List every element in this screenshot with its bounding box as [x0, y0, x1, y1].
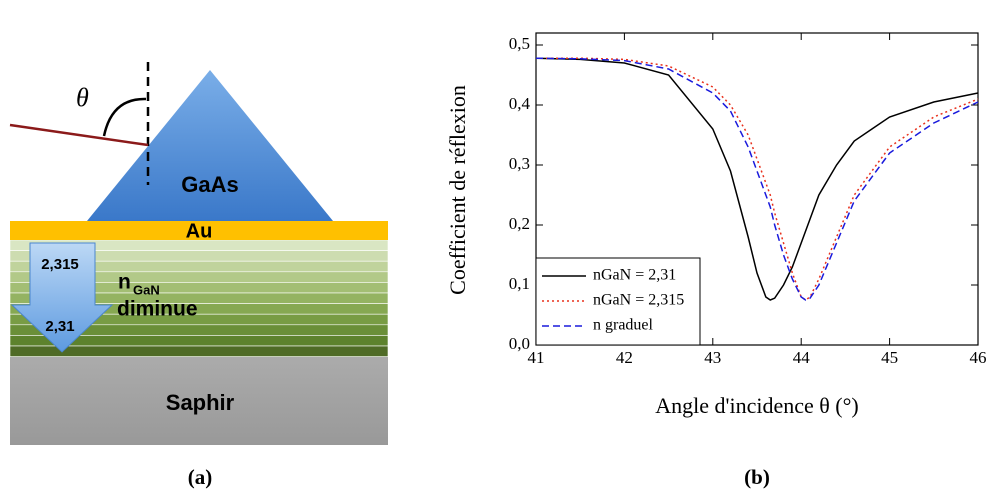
- x-tick-label: 43: [704, 348, 721, 367]
- gan-layers: [9, 239, 389, 357]
- caption: (b): [744, 465, 770, 489]
- incident-ray: [9, 123, 149, 147]
- gold-label: Au: [186, 220, 213, 242]
- x-tick-label: 46: [970, 348, 987, 367]
- angle-arc: [102, 97, 147, 137]
- decrease-label: diminue: [117, 298, 198, 321]
- y-tick-label: 0,5: [509, 34, 530, 53]
- legend-label: nGaN = 2,315: [593, 292, 684, 309]
- plot-frame: [535, 32, 979, 346]
- chart: (b) Angle d'incidence θ (°) Coefficient …: [445, 32, 987, 489]
- x-tick-label: 41: [528, 348, 545, 367]
- legend-label: n graduel: [593, 317, 654, 334]
- gan-layer: [9, 345, 389, 357]
- substrate-label: Saphir: [166, 390, 235, 415]
- line-series: [535, 57, 979, 301]
- x-tick-label: 42: [616, 348, 633, 367]
- prism: [87, 70, 333, 221]
- x-axis-label: Angle d'incidence θ (°): [655, 393, 859, 418]
- y-tick-label: 0,4: [509, 94, 531, 113]
- substrate: [10, 357, 388, 445]
- y-tick-label: 0,2: [509, 214, 530, 233]
- diagram: θ GaAs Au 2,315 2,31 n GaN diminue Saphi…: [9, 62, 389, 489]
- y-tick-label: 0,0: [509, 334, 530, 353]
- arrow-bottom-label: 2,31: [45, 318, 74, 335]
- n-label: n: [118, 271, 131, 294]
- caption: (a): [188, 465, 213, 489]
- y-axis-label: Coefficient de réflexion: [445, 85, 470, 295]
- prism-label: GaAs: [181, 172, 238, 197]
- y-tick-label: 0,1: [509, 274, 530, 293]
- legend-label: nGaN = 2,31: [593, 267, 676, 284]
- gold-layer: [10, 221, 388, 240]
- y-tick-label: 0,3: [509, 154, 530, 173]
- line-series: [535, 57, 979, 301]
- theta-label: θ: [76, 83, 89, 112]
- n-subscript: GaN: [133, 282, 160, 297]
- arrow: [10, 242, 114, 353]
- line-series: [536, 57, 979, 301]
- x-tick-label: 44: [793, 348, 811, 367]
- x-tick-label: 45: [881, 348, 898, 367]
- arrow-top-label: 2,315: [41, 256, 79, 273]
